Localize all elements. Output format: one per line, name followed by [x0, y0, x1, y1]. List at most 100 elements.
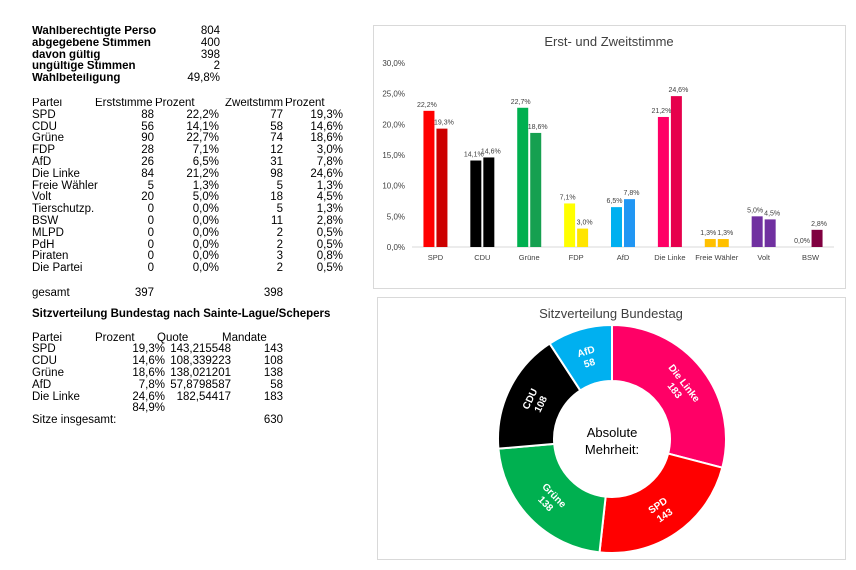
x-tick-label: SPD [428, 253, 444, 262]
column-header: Prozent [95, 331, 135, 344]
table-cell: 0,0% [192, 226, 219, 239]
bar-zweitstimme [436, 128, 448, 247]
data-label: 14,1% [464, 152, 484, 159]
data-label: 2,8% [811, 221, 827, 228]
table-cell: 5 [276, 179, 283, 192]
summary-row: ungültige Stimmen 2 [32, 61, 362, 73]
column-header: Mandate [222, 331, 267, 344]
summary-value: 2 [213, 60, 220, 73]
table-row: Die Linke 24,6% 182,54417 183 [32, 390, 362, 404]
table-cell: 14,6% [132, 355, 165, 368]
table-cell: 7,8% [138, 378, 165, 391]
spreadsheet: Wahlberechtigte Personen804abgegebene St… [32, 25, 362, 427]
slice-name: AfD [576, 344, 596, 360]
table-cell: 18,6% [310, 132, 343, 145]
bar-chart-panel: Erst- und Zweitstimme 0,0% 5,0% 10,0% 15,0% 2… [373, 25, 846, 289]
table-cell: 14,1% [186, 120, 219, 133]
table-cell: 0,0% [192, 262, 219, 275]
table-cell: 0,0% [192, 214, 219, 227]
column-header: Quote [157, 331, 189, 344]
summary-block: Wahlberechtigte Personen804abgegebene St… [32, 25, 362, 85]
data-label: 4,5% [764, 210, 780, 217]
bar-erststimme [657, 116, 669, 248]
table-cell: 138 [263, 366, 283, 379]
donut-slice [497, 442, 607, 554]
bar-erststimme [751, 216, 763, 247]
bar-zweitstimme [530, 132, 542, 247]
column-header: Partei [32, 97, 63, 109]
column-header: Partei [32, 331, 63, 344]
data-label: 7,8% [624, 190, 640, 197]
bar-erststimme [564, 203, 576, 247]
table-row: MLPD 0 0,0% 2 0,5% [32, 226, 362, 240]
table-cell: 143 [263, 343, 283, 356]
summary-value: 400 [200, 36, 220, 49]
table-row: AfD 26 6,5% 31 7,8% [32, 155, 362, 169]
votes-header-row: ParteiErststimmeProzentZweitstimmeProzen… [32, 98, 362, 110]
center-text: Absolute [587, 425, 638, 440]
table-cell: 98 [270, 167, 283, 180]
donut-chart-panel: Sitzverteilung Bundestag Die Linke 183 SPD 1… [377, 297, 846, 560]
table-cell: PdH [32, 238, 55, 251]
table-row: FDP 28 7,1% 12 3,0% [32, 144, 362, 157]
table-row: Volt 20 5,0% 18 4,5% [32, 192, 362, 204]
table-row: Die Partei 0 0,0% 2 0,5% [32, 262, 362, 275]
data-label: 22,7% [511, 99, 531, 106]
summary-row: abgegebene Stimmen 400 [32, 36, 362, 50]
table-cell: 18 [270, 191, 283, 204]
table-row: Grüne 90 22,7% 74 18,6% [32, 133, 362, 145]
table-cell: Tierschutzp. [32, 203, 95, 216]
x-tick-label: AfD [617, 253, 630, 262]
bar-zweitstimme [670, 96, 682, 248]
table-cell: 21,2% [186, 167, 219, 180]
table-row: PdH 0 0,0% 2 0,5% [32, 238, 362, 252]
table-cell: 22,2% [186, 108, 219, 121]
table-cell: 88 [141, 108, 154, 121]
table-cell: 182,54417 [176, 390, 231, 403]
seats-title: Sitzverteilung Bundestag nach Sainte-Lag… [32, 307, 331, 320]
seats-sum-row: 84,9% [32, 403, 362, 415]
table-cell: CDU [32, 355, 57, 368]
summary-row: davon gültig 398 [32, 49, 362, 62]
table-cell: 56 [141, 120, 154, 133]
votes-table: ParteiErststimmeProzentZweitstimmeProzen… [32, 98, 362, 275]
data-label: 7,1% [560, 194, 576, 201]
table-cell: AfD [32, 155, 52, 168]
y-tick-label: 5,0% [387, 212, 405, 221]
table-cell: 22,7% [186, 132, 219, 145]
table-cell: 3 [276, 250, 283, 263]
bar-zweitstimme [764, 219, 776, 247]
bar-erststimme [517, 107, 529, 247]
data-label: 24,6% [668, 87, 688, 94]
table-row: SPD 88 22,2% 77 19,3% [32, 108, 362, 122]
table-cell: 84 [141, 167, 154, 180]
bar-zweitstimme [577, 228, 589, 247]
votes-total-row: gesamt 397 398 [32, 287, 362, 300]
table-cell: 24,6% [310, 167, 343, 180]
table-cell: Freie Wähler [32, 179, 98, 192]
table-cell: 24,6% [132, 390, 165, 403]
table-cell: 74 [270, 132, 283, 145]
data-label: 0,0% [794, 238, 810, 245]
table-cell: 20 [141, 191, 154, 204]
x-tick-label: Freie Wähler [695, 253, 738, 262]
table-cell: 0,5% [316, 262, 343, 275]
bar-erststimme [611, 207, 622, 247]
table-cell: 18,6% [132, 366, 165, 379]
seats-sum-percent: 84,9% [132, 402, 165, 415]
x-tick-label: Volt [757, 253, 770, 262]
table-cell: 0 [147, 214, 154, 227]
table-cell: 31 [270, 155, 283, 168]
table-cell: Grüne [32, 366, 64, 379]
table-cell: Die Linke [32, 167, 80, 180]
x-tick-label: Die Linke [654, 253, 685, 262]
column-header: Zweitstimme [225, 97, 283, 109]
table-row: Die Linke 84 21,2% 98 24,6% [32, 167, 362, 181]
table-cell: 0,0% [192, 250, 219, 263]
table-row: Tierschutzp. 0 0,0% 5 1,3% [32, 203, 362, 216]
table-cell: 0,5% [316, 238, 343, 251]
center-text: Mehrheit: [585, 442, 639, 457]
table-cell: 19,3% [310, 108, 343, 121]
column-header: Erststimme [95, 97, 153, 109]
